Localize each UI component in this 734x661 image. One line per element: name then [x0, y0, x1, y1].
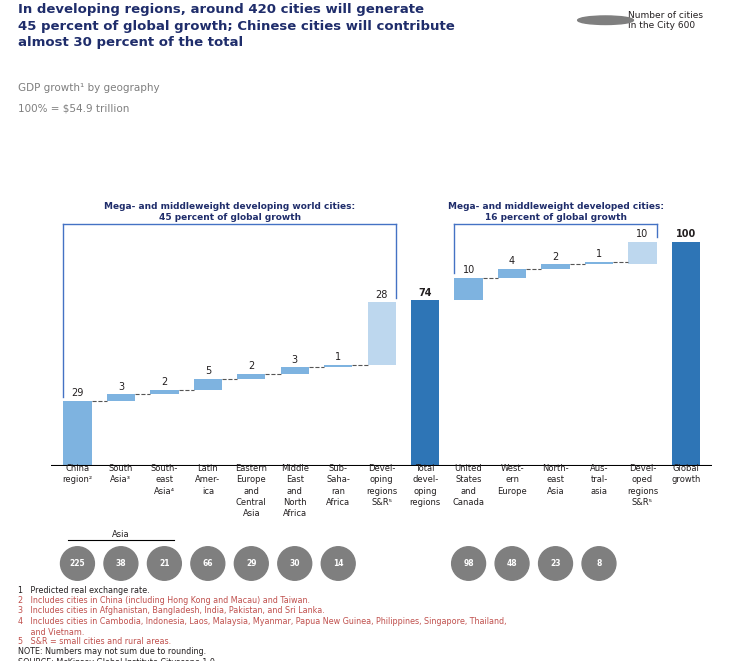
Bar [194, 379, 222, 390]
Text: 2: 2 [248, 362, 255, 371]
Circle shape [234, 547, 268, 580]
Circle shape [539, 547, 573, 580]
Text: Devel-
oped
regions
S&R⁵: Devel- oped regions S&R⁵ [627, 464, 658, 506]
Bar [498, 269, 526, 278]
Text: 100% = $54.9 trillion: 100% = $54.9 trillion [18, 103, 130, 114]
Text: 2: 2 [553, 252, 559, 262]
Bar [63, 401, 92, 466]
Text: 8: 8 [596, 559, 602, 568]
Bar [280, 368, 309, 374]
Text: Global
growth: Global growth [671, 464, 700, 485]
Bar [106, 395, 135, 401]
Bar [150, 390, 178, 395]
Text: 38: 38 [115, 559, 126, 568]
Circle shape [191, 547, 225, 580]
Bar [324, 365, 352, 368]
Text: 3   Includes cities in Afghanistan, Bangladesh, India, Pakistan, and Sri Lanka.: 3 Includes cities in Afghanistan, Bangla… [18, 606, 325, 615]
Text: 28: 28 [376, 290, 388, 299]
Text: West-
ern
Europe: West- ern Europe [497, 464, 527, 496]
Text: Sub-
Saha-
ran
Africa: Sub- Saha- ran Africa [326, 464, 350, 506]
Circle shape [60, 547, 95, 580]
Bar [672, 242, 700, 466]
Text: United
States
and
Canada: United States and Canada [453, 464, 484, 506]
Bar [454, 278, 483, 300]
Bar [237, 374, 266, 379]
Text: 10: 10 [636, 229, 649, 239]
Text: NOTE: Numbers may not sum due to rounding.: NOTE: Numbers may not sum due to roundin… [18, 647, 206, 656]
Text: 29: 29 [246, 559, 257, 568]
Circle shape [104, 547, 138, 580]
Text: 3: 3 [291, 355, 298, 365]
Text: 98: 98 [463, 559, 474, 568]
Text: South-
east
Asia⁴: South- east Asia⁴ [150, 464, 178, 496]
Text: Latin
Amer-
ica: Latin Amer- ica [195, 464, 220, 496]
Text: In developing regions, around 420 cities will generate
45 percent of global grow: In developing regions, around 420 cities… [18, 3, 455, 50]
Circle shape [321, 547, 355, 580]
Circle shape [451, 547, 486, 580]
Text: 1: 1 [335, 352, 341, 362]
Text: 5   S&R = small cities and rural areas.: 5 S&R = small cities and rural areas. [18, 637, 172, 646]
Text: 21: 21 [159, 559, 170, 568]
Text: 14: 14 [333, 559, 344, 568]
Text: SOURCE: McKinsey Global Institute Cityscope 1.0: SOURCE: McKinsey Global Institute Citysc… [18, 658, 215, 661]
Bar [585, 262, 613, 264]
Bar [411, 300, 439, 466]
Text: 3: 3 [118, 381, 124, 391]
Text: 30: 30 [289, 559, 300, 568]
Text: 10: 10 [462, 265, 475, 275]
Text: Devel-
oping
regions
S&R⁵: Devel- oping regions S&R⁵ [366, 464, 397, 506]
Circle shape [277, 547, 312, 580]
Text: 23: 23 [550, 559, 561, 568]
Text: 4   Includes cities in Cambodia, Indonesia, Laos, Malaysia, Myanmar, Papua New G: 4 Includes cities in Cambodia, Indonesia… [18, 617, 507, 637]
Circle shape [578, 16, 633, 24]
Text: Asia: Asia [112, 529, 130, 539]
Text: 5: 5 [205, 366, 211, 376]
Text: GDP growth¹ by geography: GDP growth¹ by geography [18, 83, 160, 93]
Circle shape [582, 547, 616, 580]
Text: 29: 29 [71, 388, 84, 399]
Bar [542, 264, 570, 269]
Circle shape [495, 547, 529, 580]
Text: Mega- and middleweight developing world cities:
45 percent of global growth: Mega- and middleweight developing world … [104, 202, 355, 222]
Text: South
Asia³: South Asia³ [109, 464, 133, 485]
Text: Middle
East
and
North
Africa: Middle East and North Africa [281, 464, 309, 518]
Text: 1: 1 [596, 249, 602, 259]
Text: 2   Includes cities in China (including Hong Kong and Macau) and Taiwan.: 2 Includes cities in China (including Ho… [18, 596, 310, 605]
Text: Mega- and middleweight developed cities:
16 percent of global growth: Mega- and middleweight developed cities:… [448, 202, 664, 222]
Text: 1   Predicted real exchange rate.: 1 Predicted real exchange rate. [18, 586, 150, 595]
Circle shape [148, 547, 181, 580]
Text: 2: 2 [161, 377, 167, 387]
Text: 225: 225 [70, 559, 85, 568]
Text: 74: 74 [418, 288, 432, 297]
Text: 48: 48 [506, 559, 517, 568]
Text: Number of cities
in the City 600: Number of cities in the City 600 [628, 11, 702, 30]
Text: 66: 66 [203, 559, 213, 568]
Text: China
region²: China region² [62, 464, 92, 485]
Bar [368, 303, 396, 365]
Bar [628, 242, 657, 264]
Text: Aus-
tral-
asia: Aus- tral- asia [589, 464, 608, 496]
Text: 100: 100 [676, 229, 696, 239]
Text: Total
devel-
oping
regions: Total devel- oping regions [410, 464, 440, 506]
Text: Eastern
Europe
and
Central
Asia: Eastern Europe and Central Asia [236, 464, 267, 518]
Text: 4: 4 [509, 256, 515, 266]
Text: North-
east
Asia: North- east Asia [542, 464, 569, 496]
